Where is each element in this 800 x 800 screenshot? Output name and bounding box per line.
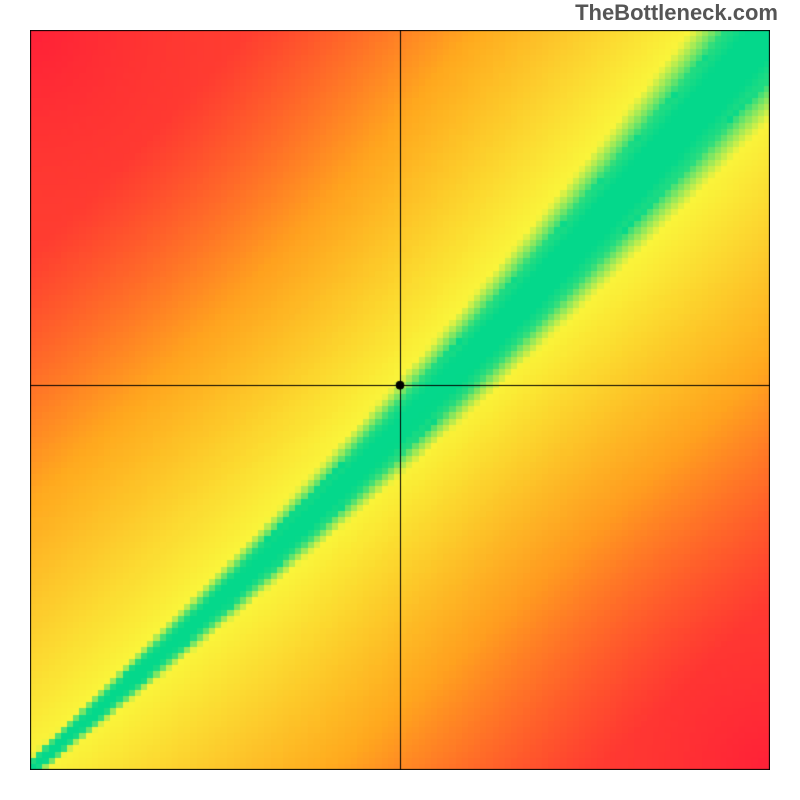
watermark-text: TheBottleneck.com [575,0,778,26]
bottleneck-heatmap [30,30,770,770]
